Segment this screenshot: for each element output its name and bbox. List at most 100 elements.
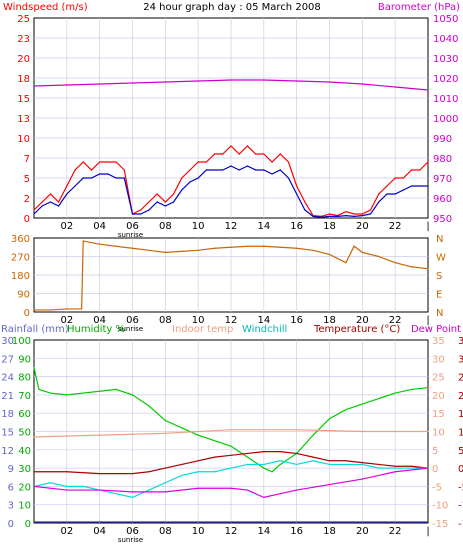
indoor-temp-y-tick: 15 [432,409,445,420]
humidity-y-tick: 0 [25,519,31,530]
wind-panel-point [427,185,429,187]
legend-humidity: Humidity % [67,324,125,335]
temp-panel-point [131,491,134,493]
wind-panel-point [222,169,224,171]
temp-panel-point [66,489,68,491]
temperature-y-tick: 10 [458,428,463,439]
direction-compass-label: N [436,234,443,245]
wind-panel-point [353,213,355,215]
direction-compass-label: N [436,308,443,319]
wind-panel-point [99,173,101,175]
humidity-y-tick: 20 [18,482,31,493]
wind-panel-point [419,169,421,171]
wind-panel-point [263,169,265,171]
temp-panel-x-tick: 16 [290,526,303,537]
wind-panel-point [107,161,109,163]
direction-panel-point [164,251,166,253]
temp-panel-point [197,434,199,436]
wind-panel-point [74,185,76,187]
direction-compass-label: S [436,271,442,282]
temp-panel-x-tick: 12 [225,526,238,537]
temp-panel-point [345,408,347,411]
temp-panel-point [197,471,199,473]
wind-panel-point [33,209,35,211]
direction-y-tick: 0 [24,308,30,319]
direction-panel-point [296,247,298,249]
direction-panel-x-tick: 04 [93,315,106,326]
temp-panel-point [148,471,150,473]
wind-panel-point [378,193,380,195]
wind-panel-point [304,209,306,211]
wind-panel-point [205,169,207,171]
wind-panel-point [345,211,347,213]
wind-panel-point [410,185,413,187]
temp-panel-point [378,397,380,400]
temp-panel-point [328,418,331,420]
direction-panel-point [427,268,429,270]
direction-panel-point [279,246,281,248]
barometer-y-tick: 1010 [433,94,458,105]
temp-panel-x-tick: 14 [257,526,270,537]
legend-rainfall: Rainfall (mm) [1,324,69,335]
rainfall-y-tick: 12 [1,446,14,457]
temp-panel-point [66,394,68,396]
temp-panel-point [361,403,363,405]
wind-panel-x-tick: 02 [60,221,73,232]
wind-panel-point [361,215,363,217]
temp-panel-point [49,392,52,394]
temp-panel-point [328,483,331,486]
direction-compass-label: E [436,290,442,301]
direction-panel-point [394,262,396,264]
temp-panel-point [213,471,216,473]
temp-panel-point [394,465,396,467]
direction-y-tick: 360 [11,234,30,245]
chart-title: 24 hour graph day : 05 March 2008 [143,2,321,13]
temp-panel-point [345,460,347,462]
temp-panel-point [49,482,52,484]
temp-panel-point [378,463,380,466]
wind-panel-point [296,80,298,82]
temp-panel-point [328,460,331,462]
temp-panel-point [82,392,84,394]
wind-panel-point [353,215,355,217]
wind-panel-point [41,201,43,203]
wind-panel-point [402,177,404,179]
temp-panel-x-tick: 08 [159,526,172,537]
wind-panel-point [164,201,166,203]
wind-panel-point [394,177,396,179]
temperature-y-tick: 5 [458,446,463,457]
rainfall-y-tick: 6 [8,482,14,493]
temp-panel-point [66,471,68,473]
temp-panel-point [263,467,265,469]
wind-panel-point [213,153,216,155]
temp-panel-point [148,489,150,491]
wind-panel-point [238,153,240,155]
wind-panel-point [427,161,429,163]
wind-panel-point [312,215,314,217]
wind-panel-x-tick: 04 [93,221,106,232]
wind-panel-x-tick: 10 [192,221,205,232]
temp-panel-point [394,471,396,473]
wind-panel-point [181,189,183,191]
direction-panel-point [353,245,355,247]
temp-panel-point [410,388,413,391]
temp-panel-point [312,456,314,458]
temp-panel-point [33,471,35,473]
rainfall-y-tick: 21 [1,391,14,402]
direction-panel-x-tick: 10 [192,315,205,326]
legend-indoor-temp: Indoor temp [172,324,233,335]
temp-panel-point [312,434,314,436]
direction-panel-x-tick: 18 [323,315,336,326]
direction-panel-point [213,247,216,249]
rainfall-y-tick: 27 [1,354,14,365]
indoor-temp-y-tick: 30 [432,354,445,365]
temp-panel-point [279,463,281,466]
temp-panel-point [271,471,273,473]
temp-panel-point [279,451,281,453]
direction-panel-point [66,308,68,310]
wind-panel-point [140,209,142,211]
wind-panel-x-tick: 12 [225,221,238,232]
temp-panel-point [230,454,232,456]
direction-panel-point [99,243,101,245]
wind-panel-point [402,189,404,191]
